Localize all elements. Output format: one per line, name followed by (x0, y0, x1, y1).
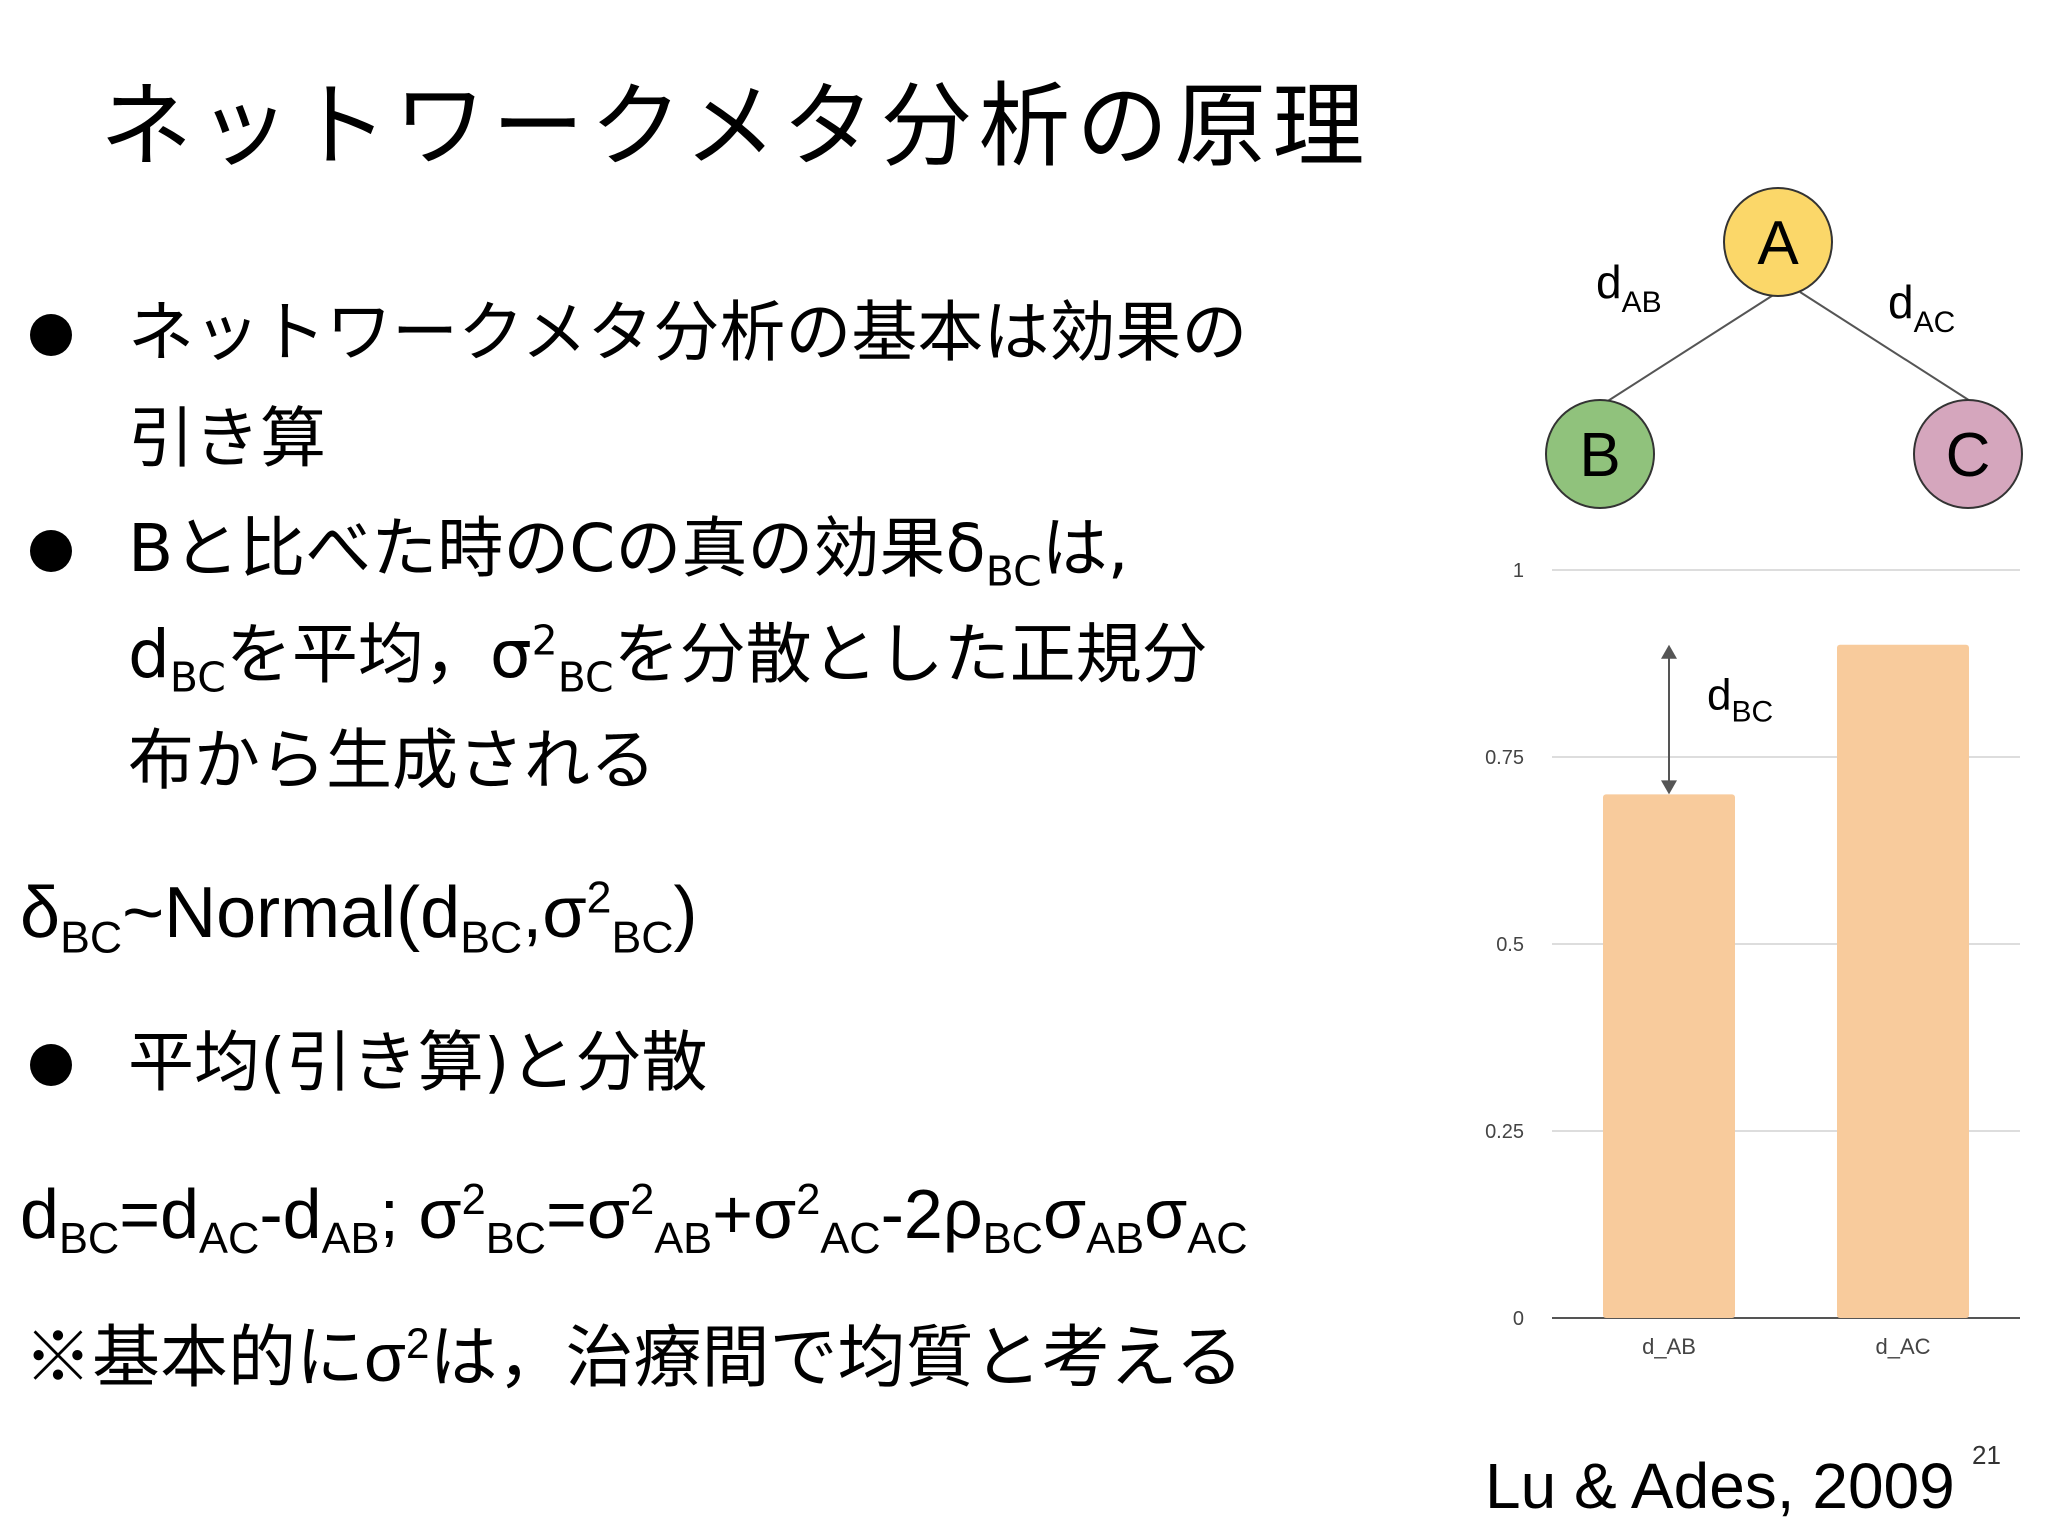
network-diagram: A B C dAB dAC (1545, 187, 2023, 509)
x-tick-label: d_AB (1642, 1334, 1696, 1359)
y-tick-label: 0.75 (1485, 747, 1524, 769)
page-number: 21 (1972, 1440, 2001, 1470)
arrow-head-up (1661, 644, 1677, 659)
bullet-2-line-1: Bと比べた時のCの真の効果δBCは, (128, 510, 1129, 596)
citation: Lu & Ades, 2009 (1485, 1450, 1955, 1522)
formula-normal-distribution: δBC~Normal(dBC,σ2BC) (20, 873, 698, 963)
chart-labels: 0 0.25 0.5 0.75 1 d_AB d_AC (1485, 560, 1931, 1359)
edge-ab-label: dAB (1596, 256, 1662, 319)
bar (1603, 794, 1735, 1318)
bullet-dot (30, 530, 72, 572)
node-b-label: B (1579, 421, 1620, 490)
y-tick-label: 0.5 (1496, 934, 1524, 956)
chart-bars (1603, 644, 1969, 1318)
x-tick-label: d_AC (1875, 1334, 1930, 1359)
bullet-dot (30, 314, 72, 356)
note-homogeneous-variance: ※基本的にσ2は，治療間で均質と考える (24, 1319, 1244, 1396)
difference-label: dBC (1707, 671, 1773, 729)
bullet-dot (30, 1044, 72, 1086)
bullet-1-line-2: 引き算 (128, 400, 326, 477)
node-a (1723, 187, 1833, 297)
y-tick-label: 0 (1513, 1308, 1524, 1330)
edge-ac (1799, 291, 1979, 407)
bullet-2-line-2: dBCを平均，σ2BCを分散とした正規分 (128, 616, 1208, 702)
bullet-3-line-1: 平均(引き算)と分散 (128, 1024, 708, 1101)
node-c (1913, 399, 2023, 509)
arrow-head-down (1661, 780, 1677, 795)
bar (1837, 644, 1969, 1318)
edge-ac-label: dAC (1888, 276, 1955, 339)
node-a-label: A (1757, 209, 1799, 278)
node-c-label: C (1946, 421, 1991, 490)
node-b (1545, 399, 1655, 509)
slide-title: ネットワークメタ分析の原理 (100, 73, 1371, 180)
y-tick-label: 1 (1513, 560, 1524, 582)
bullet-2-line-3: 布から生成される (128, 722, 656, 799)
bar-chart: 0 0.25 0.5 0.75 1 d_AB d_AC dBC (1485, 560, 2020, 1359)
formula-mean-variance: dBC=dAC-dAB; σ2BC=σ2AB+σ2AC-2ρBCσABσAC (20, 1175, 1248, 1264)
edge-ab (1599, 291, 1779, 407)
bullet-1-line-1: ネットワークメタ分析の基本は効果の (128, 294, 1248, 371)
chart-annotation: dBC (1661, 644, 1773, 795)
y-tick-label: 0.25 (1485, 1121, 1524, 1143)
